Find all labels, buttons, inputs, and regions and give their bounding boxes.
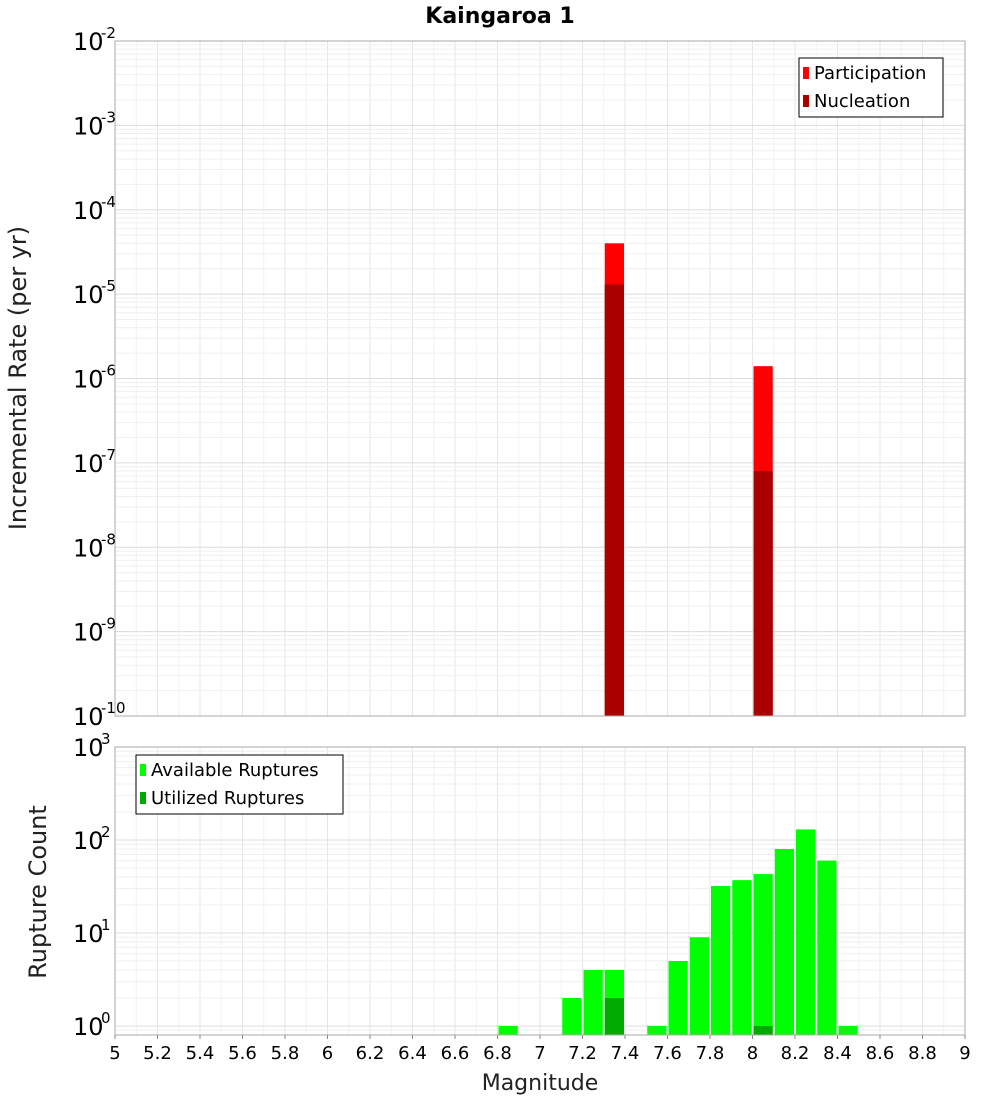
x-tick-label: 5 xyxy=(109,1043,120,1064)
bottom-y-tick-label: 10 xyxy=(73,734,104,762)
x-tick-label: 9 xyxy=(959,1043,970,1064)
x-tick-label: 6 xyxy=(322,1043,333,1064)
bottom-y-tick-exponent: 1 xyxy=(101,916,111,934)
top-plot-bars xyxy=(604,243,773,717)
bottom-y-tick-label: 10 xyxy=(73,827,104,855)
x-tick-label: 6.6 xyxy=(441,1043,470,1064)
x-tick-label: 8.4 xyxy=(823,1043,852,1064)
legend-label-utilized: Utilized Ruptures xyxy=(151,788,304,809)
x-tick-label: 5.6 xyxy=(228,1043,257,1064)
top-y-tick-label: 10 xyxy=(73,281,104,309)
top-y-tick-label: 10 xyxy=(73,703,104,731)
top-y-tick-label: 10 xyxy=(73,450,104,478)
bottom-y-tick-exponent: 2 xyxy=(101,823,111,841)
x-tick-label: 8.2 xyxy=(781,1043,810,1064)
x-tick-label: 6.8 xyxy=(483,1043,512,1064)
x-tick-label: 7.4 xyxy=(611,1043,640,1064)
x-axis-ticks: 5 5.2 5.4 5.6 5.8 6 6.2 6.4 6.6 6.8 7 7.2 7.4 7.6 7.8 8… xyxy=(109,1035,971,1064)
top-y-tick-label: 10 xyxy=(73,197,104,225)
bottom-y-tick-exponent: 3 xyxy=(101,730,111,748)
top-bar-nucleation xyxy=(753,471,773,716)
bottom-bar-available-ruptures xyxy=(562,997,582,1035)
top-legend: Participation Nucleation xyxy=(798,57,944,118)
bottom-bar-available-ruptures xyxy=(753,874,773,1035)
x-tick-label: 7 xyxy=(534,1043,545,1064)
legend-swatch-nucleation xyxy=(803,95,809,107)
x-tick-label: 7.6 xyxy=(653,1043,682,1064)
bottom-bar-available-ruptures xyxy=(498,1025,518,1035)
top-plot-area xyxy=(114,40,966,717)
top-y-tick-exponent: -4 xyxy=(101,193,116,211)
x-tick-label: 5.2 xyxy=(143,1043,172,1064)
top-y-tick-exponent: -8 xyxy=(101,530,116,548)
bottom-bar-available-ruptures xyxy=(583,969,603,1035)
bottom-y-tick-label: 10 xyxy=(73,920,104,948)
top-y-tick-exponent: -7 xyxy=(101,446,116,464)
top-y-tick-label: 10 xyxy=(73,112,104,140)
bottom-bar-available-ruptures xyxy=(668,960,688,1035)
top-y-tick-exponent: -2 xyxy=(101,24,116,42)
bottom-bar-available-ruptures xyxy=(774,849,794,1035)
bottom-bar-available-ruptures xyxy=(732,880,752,1035)
top-plot-grid xyxy=(114,40,966,717)
x-tick-label: 5.4 xyxy=(186,1043,215,1064)
legend-label-available: Available Ruptures xyxy=(151,760,319,781)
top-y-tick-label: 10 xyxy=(73,366,104,394)
bottom-y-tick-exponent: 0 xyxy=(101,1009,111,1027)
top-y-tick-exponent: -5 xyxy=(101,277,116,295)
top-y-tick-exponent: -6 xyxy=(101,362,116,380)
bottom-bar-available-ruptures xyxy=(817,860,837,1035)
x-axis-label: Magnitude xyxy=(482,1071,599,1096)
top-y-tick-exponent: -9 xyxy=(101,615,116,633)
x-tick-label: 7.8 xyxy=(696,1043,725,1064)
bottom-bar-available-ruptures xyxy=(647,1025,667,1035)
top-bar-nucleation xyxy=(604,284,624,716)
x-tick-label: 8.6 xyxy=(866,1043,895,1064)
legend-swatch-participation xyxy=(803,67,809,79)
top-y-axis-label: Incremental Rate (per yr) xyxy=(4,226,32,530)
legend-swatch-utilized xyxy=(140,792,146,804)
top-y-tick-exponent: -3 xyxy=(101,108,116,126)
top-y-tick-label: 10 xyxy=(73,619,104,647)
legend-swatch-available xyxy=(140,764,146,776)
top-y-tick-label: 10 xyxy=(73,28,104,56)
x-tick-label: 6.4 xyxy=(398,1043,427,1064)
legend-label-participation: Participation xyxy=(814,63,926,84)
top-y-tick-exponent: -10 xyxy=(101,699,126,717)
bottom-bar-available-ruptures xyxy=(838,1025,858,1035)
top-y-tick-label: 10 xyxy=(73,534,104,562)
bottom-bar-utilized-ruptures xyxy=(753,1025,773,1035)
x-tick-label: 8.8 xyxy=(908,1043,937,1064)
bottom-y-tick-label: 10 xyxy=(73,1013,104,1041)
bottom-bar-available-ruptures xyxy=(796,829,816,1035)
bottom-bar-available-ruptures xyxy=(711,886,731,1035)
bottom-y-axis-label: Rupture Count xyxy=(24,805,52,979)
x-tick-label: 8 xyxy=(747,1043,758,1064)
chart-title: Kaingaroa 1 xyxy=(425,4,574,29)
x-tick-label: 5.8 xyxy=(271,1043,300,1064)
bottom-bar-available-ruptures xyxy=(689,937,709,1035)
bottom-plot-bars xyxy=(498,829,858,1035)
top-legend-box xyxy=(798,57,944,118)
x-tick-label: 7.2 xyxy=(568,1043,597,1064)
bottom-legend-box xyxy=(135,754,344,815)
bottom-bar-utilized-ruptures xyxy=(604,997,624,1035)
bottom-legend: Available Ruptures Utilized Ruptures xyxy=(135,754,344,815)
legend-label-nucleation: Nucleation xyxy=(814,91,910,112)
x-tick-label: 6.2 xyxy=(356,1043,385,1064)
